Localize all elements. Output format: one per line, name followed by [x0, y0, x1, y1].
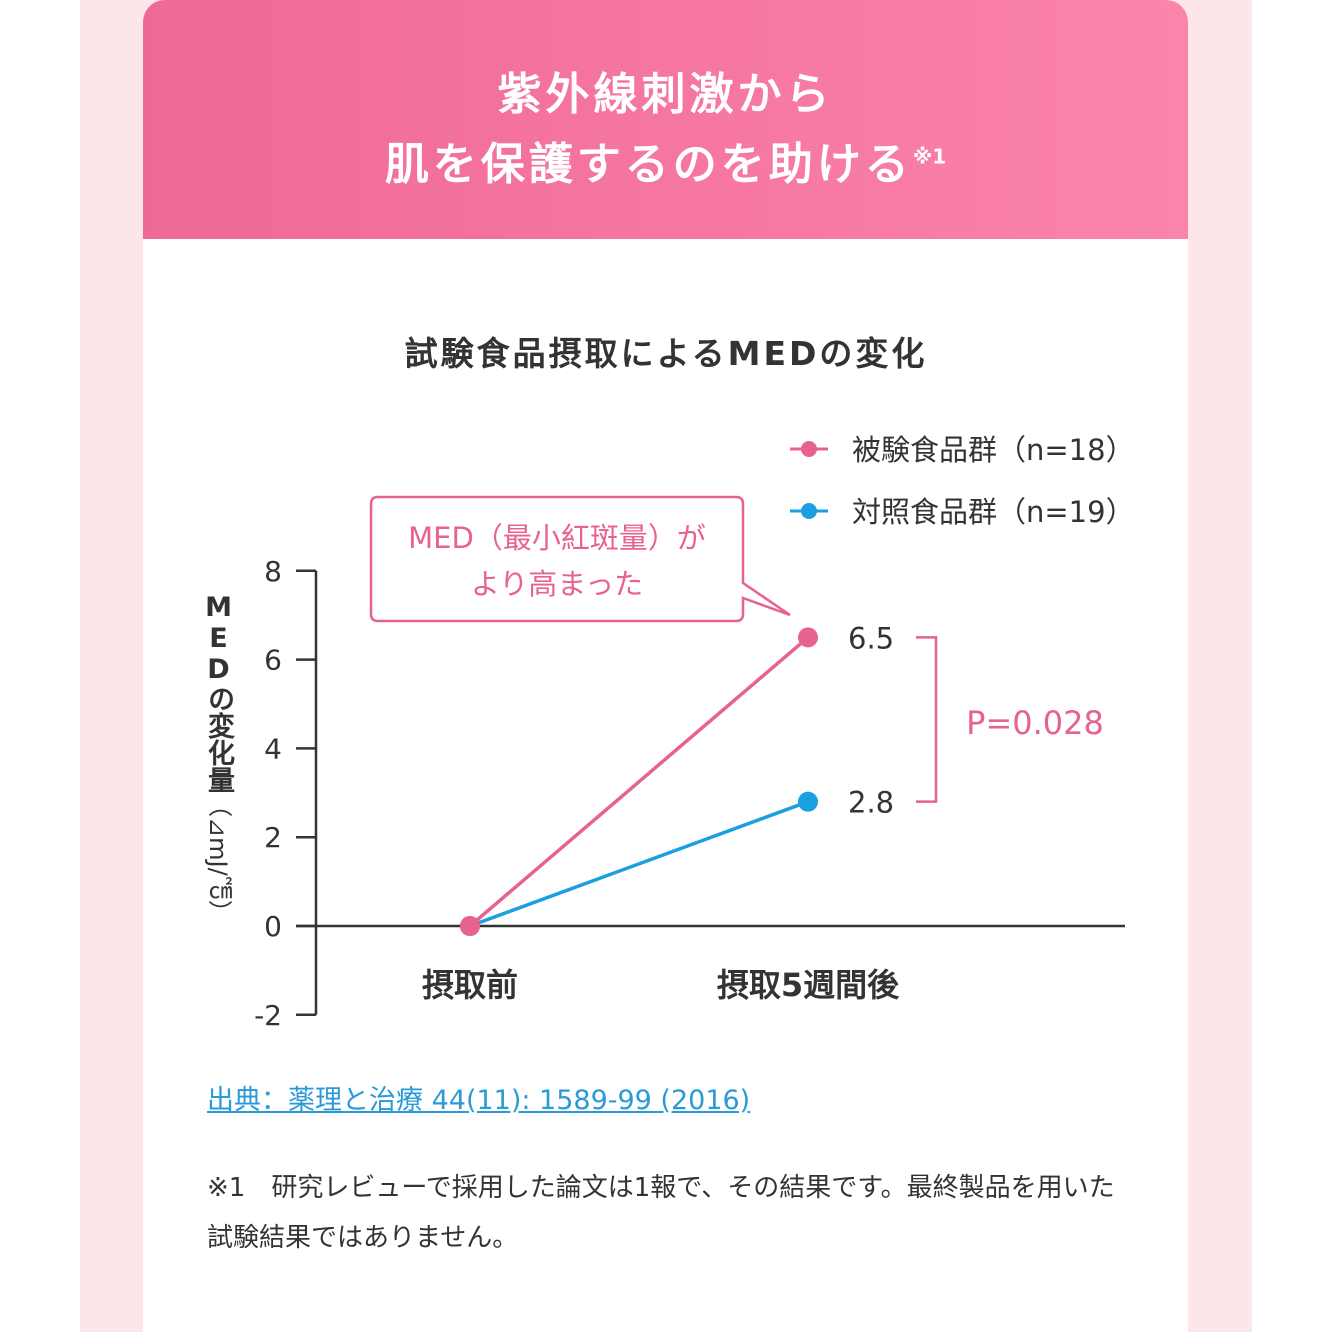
x-category-label: 摂取前 — [422, 966, 518, 1004]
y-axis-title: MEDの変化量 — [203, 592, 234, 793]
data-label: 6.5 — [848, 621, 894, 655]
p-value: P=0.028 — [966, 704, 1104, 742]
source-link[interactable]: 出典：薬理と治療 44(11): 1589-99 (2016) — [207, 1085, 751, 1116]
footnote: ※1 研究レビューで採用した論文は1報で、その結果です。最終製品を用いた試験結果… — [207, 1173, 1115, 1253]
data-label: 2.8 — [848, 786, 894, 820]
header-banner: 紫外線刺激から 肌を保護するのを助ける※1 — [143, 0, 1188, 239]
y-axis-unit: （⊿mJ/㎠） — [204, 793, 232, 924]
y-tick-label: 6 — [264, 644, 282, 677]
annotation-callout: MED（最小紅斑量）が より高まった — [369, 495, 791, 623]
y-tick-label: 2 — [264, 821, 282, 854]
data-point — [798, 791, 818, 812]
series-line — [468, 636, 810, 928]
legend-label: 対照食品群（n=19） — [852, 495, 1135, 529]
callout-line2: より高まった — [471, 567, 643, 601]
headline-line1: 紫外線刺激から — [497, 69, 834, 120]
data-point — [460, 916, 480, 936]
callout-box — [369, 495, 791, 623]
y-axis-label: MEDの変化量（⊿mJ/㎠） — [203, 592, 238, 924]
chart-title: 試験食品摂取によるMEDの変化 — [405, 334, 928, 373]
headline-text: 肌を保護するのを助ける — [384, 139, 913, 190]
significance-bracket — [916, 636, 938, 803]
legend-marker — [801, 503, 817, 519]
content-card: 紫外線刺激から 肌を保護するのを助ける※1 — [143, 0, 1188, 1332]
series-line — [469, 800, 809, 928]
y-tick-label: 4 — [264, 732, 282, 765]
y-tick-label: 0 — [264, 910, 282, 943]
legend-marker — [801, 441, 817, 457]
headline-line2: 肌を保護するのを助ける※1 — [143, 128, 1188, 192]
data-point — [798, 627, 818, 648]
x-category-label: 摂取5週間後 — [717, 966, 900, 1004]
footnote-mark: ※1 — [912, 144, 947, 169]
callout-line1: MED（最小紅斑量）が — [408, 521, 706, 555]
y-tick-label: 8 — [264, 555, 282, 588]
legend-label: 被験食品群（n=18） — [852, 433, 1135, 467]
y-tick-label: -2 — [254, 999, 282, 1032]
